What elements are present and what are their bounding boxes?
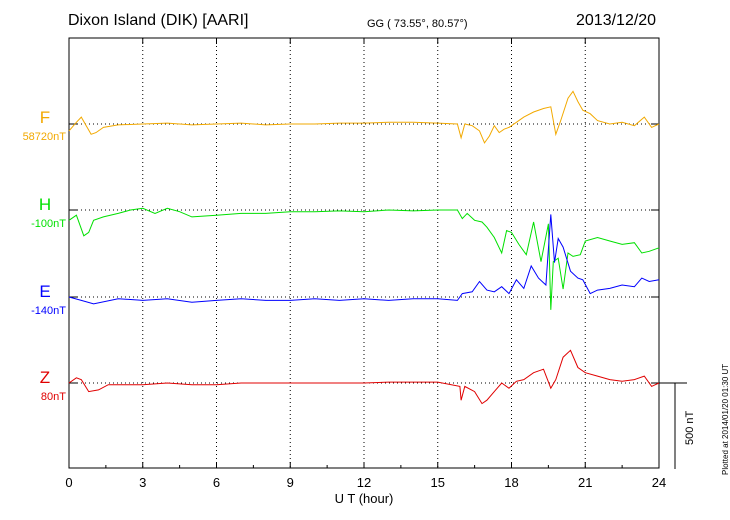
- e-baseline-label: -140nT: [31, 305, 66, 317]
- h-trace: [68, 207, 660, 310]
- scale-bar: 500 nT: [659, 382, 696, 469]
- x-tick-label: 3: [139, 475, 146, 490]
- x-tick-label: 6: [213, 475, 220, 490]
- x-tick-label: 12: [357, 475, 371, 490]
- date-label: 2013/12/20: [576, 12, 657, 29]
- geographic-coords: GG ( 73.55°, 80.57°): [367, 18, 468, 30]
- f-channel-name: F: [39, 108, 51, 127]
- x-tick-label: 18: [504, 475, 518, 490]
- h-channel-name: H: [38, 195, 52, 214]
- h-baseline-label: -100nT: [31, 218, 66, 230]
- x-tick-label: 24: [652, 475, 666, 490]
- z-trace: [68, 349, 660, 405]
- e-channel-name: E: [39, 282, 51, 301]
- x-axis-label: U T (hour): [335, 491, 394, 506]
- x-tick-label: 9: [287, 475, 294, 490]
- e-trace: [68, 214, 660, 305]
- x-tick-label: 15: [431, 475, 445, 490]
- z-baseline-label: 80nT: [40, 391, 66, 403]
- f-baseline-label: 58720nT: [22, 131, 66, 143]
- z-channel-name: Z: [39, 368, 51, 387]
- station-title: Dixon Island (DIK) [AARI]: [68, 12, 249, 29]
- f-trace: [68, 90, 660, 144]
- scale-bar-label: 500 nT: [684, 410, 696, 445]
- x-tick-label: 0: [65, 475, 72, 490]
- x-tick-label: 21: [578, 475, 592, 490]
